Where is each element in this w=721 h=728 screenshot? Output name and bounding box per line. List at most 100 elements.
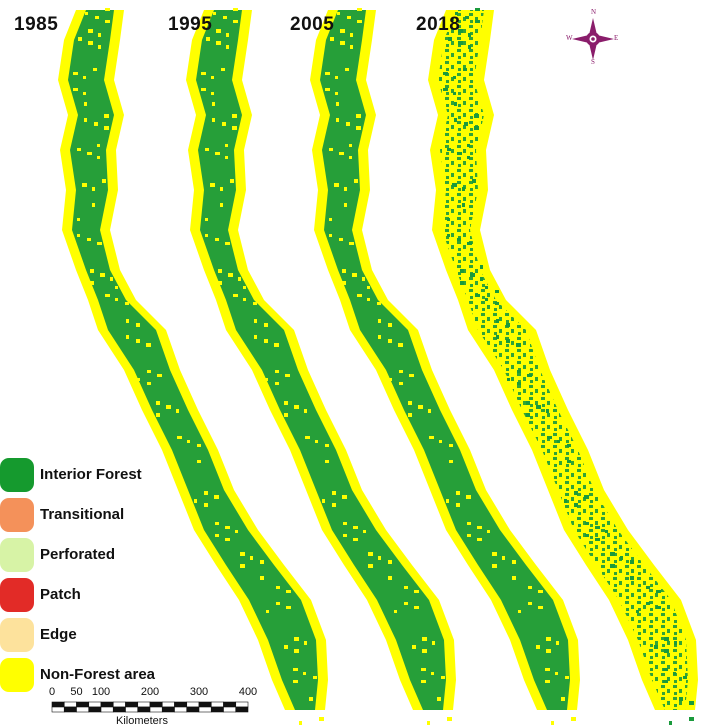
land-cover-speckle (336, 102, 339, 106)
land-cover-speckle (507, 378, 510, 381)
land-cover-speckle (663, 680, 668, 683)
land-cover-speckle (201, 88, 206, 91)
land-cover-speckle (512, 560, 516, 564)
compass-east: E (614, 34, 619, 42)
land-cover-speckle (293, 680, 298, 683)
land-cover-speckle (325, 88, 330, 91)
land-cover-speckle (679, 697, 683, 701)
scale-segment (137, 701, 151, 708)
land-cover-speckle (485, 286, 488, 289)
land-cover-speckle (536, 405, 541, 409)
land-cover-speckle (315, 440, 318, 443)
land-cover-speckle (443, 88, 448, 91)
interior-forest-area (320, 10, 570, 710)
scale-segment (76, 706, 90, 713)
land-cover-speckle (284, 413, 288, 417)
land-cover-speckle (456, 491, 460, 495)
land-cover-speckle (339, 238, 343, 241)
land-cover-speckle (480, 265, 483, 269)
land-cover-speckle (462, 187, 465, 191)
scale-segment (51, 706, 65, 713)
land-cover-speckle (319, 717, 324, 721)
land-cover-speckle (201, 72, 206, 75)
land-cover-speckle (495, 290, 499, 293)
land-cover-speckle (274, 343, 279, 347)
land-cover-speckle (399, 382, 403, 385)
land-cover-speckle (353, 538, 358, 541)
land-cover-speckle (394, 610, 397, 613)
land-cover-speckle (357, 20, 362, 23)
land-cover-speckle (265, 378, 268, 381)
scale-segment (174, 701, 188, 708)
land-cover-speckle (215, 534, 219, 537)
land-cover-speckle (388, 560, 392, 564)
land-cover-speckle (304, 409, 307, 413)
land-cover-speckle (342, 495, 347, 499)
interior-forest-area (68, 10, 318, 710)
land-cover-speckle (422, 637, 427, 641)
interior-forest-area (196, 10, 446, 710)
land-cover-speckle (225, 526, 230, 529)
forest-map-panel-2005 (310, 8, 580, 725)
land-cover-speckle (367, 286, 370, 289)
land-cover-speckle (349, 144, 352, 147)
land-cover-speckle (458, 29, 463, 33)
land-cover-speckle (226, 45, 229, 49)
land-cover-speckle (574, 491, 578, 495)
land-cover-speckle (517, 370, 521, 373)
land-cover-speckle (457, 152, 462, 155)
land-cover-speckle (474, 114, 479, 118)
interior-forest-swatch (0, 458, 34, 492)
scale-tick-label: 300 (189, 686, 209, 698)
land-cover-speckle (275, 370, 279, 373)
land-cover-speckle (147, 370, 151, 373)
land-cover-speckle (220, 203, 223, 207)
scale-segment (88, 706, 102, 713)
land-cover-speckle (94, 122, 98, 126)
land-cover-speckle (204, 503, 208, 507)
scale-segment (149, 706, 163, 713)
land-cover-speckle (656, 606, 661, 609)
land-cover-speckle (93, 68, 97, 71)
land-cover-speckle (487, 530, 490, 533)
land-cover-speckle (187, 440, 190, 443)
compass-north: N (591, 8, 597, 16)
land-cover-speckle (475, 294, 480, 297)
scale-unit-label: Kilometers (116, 715, 168, 727)
land-cover-speckle (264, 339, 268, 343)
land-cover-speckle (194, 499, 197, 503)
land-cover-speckle (536, 645, 540, 649)
land-cover-speckle (466, 495, 471, 499)
land-cover-speckle (84, 102, 87, 106)
land-cover-speckle (147, 382, 151, 385)
land-cover-speckle (362, 277, 365, 281)
land-cover-speckle (85, 12, 88, 15)
land-cover-speckle (220, 187, 223, 191)
land-cover-speckle (100, 273, 105, 277)
land-cover-speckle (335, 76, 338, 79)
scale-segment (235, 701, 249, 708)
land-cover-speckle (367, 298, 370, 301)
land-cover-speckle (496, 319, 499, 323)
land-cover-speckle (551, 721, 554, 725)
land-cover-speckle (414, 606, 419, 609)
scale-segment (235, 706, 249, 713)
land-cover-speckle (206, 37, 210, 41)
scale-segment (161, 706, 175, 713)
land-cover-speckle (446, 499, 449, 503)
land-cover-speckle (325, 444, 329, 447)
land-cover-speckle (98, 33, 101, 37)
land-cover-speckle (110, 265, 113, 269)
land-cover-speckle (368, 564, 373, 568)
land-cover-speckle (463, 68, 467, 71)
land-cover-speckle (215, 522, 219, 525)
perforated-swatch (0, 538, 34, 572)
legend-label: Interior Forest (40, 466, 142, 483)
land-cover-speckle (73, 88, 78, 91)
land-cover-speckle (243, 298, 246, 301)
land-cover-speckle (468, 33, 471, 37)
land-cover-speckle (447, 717, 452, 721)
north-arrow-compass: N S W E (566, 8, 620, 66)
land-cover-speckle (77, 234, 80, 237)
land-cover-speckle (350, 45, 353, 49)
